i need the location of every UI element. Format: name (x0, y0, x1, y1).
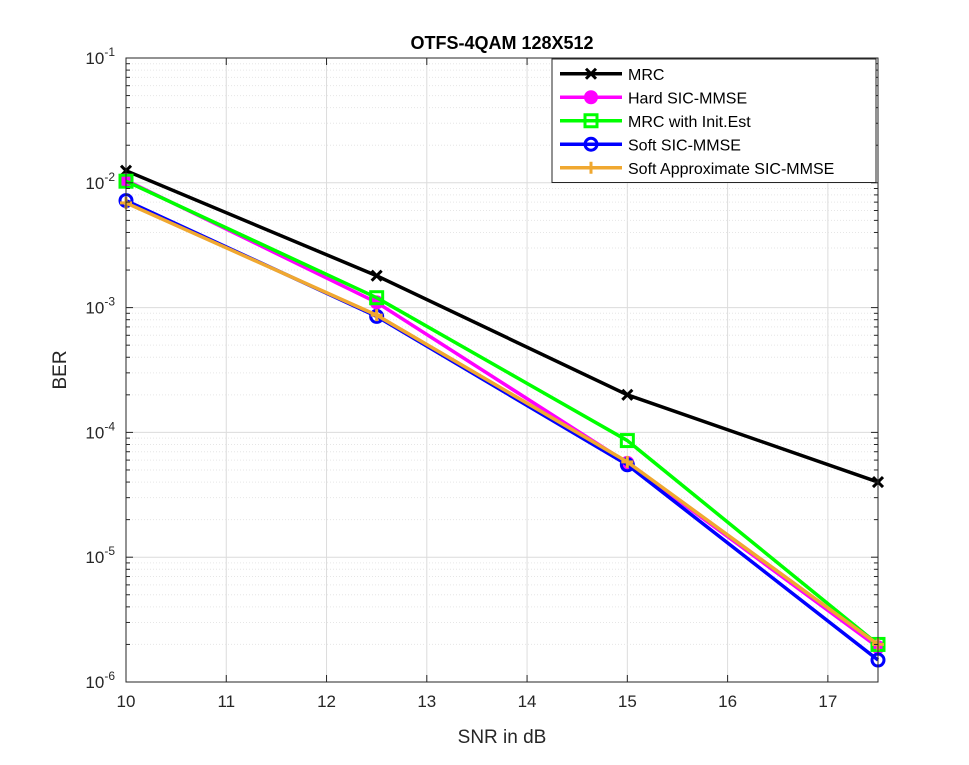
y-tick-base: 10 (85, 423, 104, 442)
series-layer (118, 164, 886, 668)
y-tick-label: 10-6 (85, 669, 115, 692)
legend-swatch-marker (583, 113, 599, 129)
data-point (370, 269, 383, 282)
chart-title: OTFS-4QAM 128X512 (410, 33, 593, 53)
legend-swatch-marker (583, 136, 599, 152)
y-tick-label: 10-5 (85, 544, 115, 567)
y-tick-base: 10 (85, 49, 104, 68)
data-point (621, 455, 634, 468)
series-line (125, 201, 880, 646)
y-tick-exponent: -2 (104, 170, 115, 184)
legend-label: MRC with Init.Est (628, 114, 751, 131)
x-tick-label: 17 (818, 692, 837, 711)
y-tick-base: 10 (85, 299, 104, 318)
series-line (125, 169, 879, 484)
legend-label: MRC (628, 67, 664, 84)
y-tick-label: 10-4 (85, 419, 115, 442)
legend-swatch-marker (585, 161, 597, 174)
data-point (370, 309, 383, 322)
marker-stroke (370, 269, 383, 282)
y-tick-exponent: -6 (104, 669, 115, 683)
y-tick-exponent: -4 (104, 419, 115, 433)
legend-label: Hard SIC-MMSE (628, 90, 747, 107)
x-axis-label: SNR in dB (458, 727, 547, 748)
legend-item: MRC with Init.Est (560, 113, 751, 131)
y-tick-base: 10 (85, 548, 104, 567)
y-tick-exponent: -3 (104, 295, 115, 309)
y-tick-base: 10 (85, 174, 104, 193)
x-tick-label: 10 (117, 692, 136, 711)
y-tick-exponent: -1 (104, 45, 115, 59)
y-tick-exponent: -5 (104, 544, 115, 558)
marker-stroke (621, 388, 634, 401)
legend-label: Soft Approximate SIC-MMSE (628, 161, 834, 178)
y-tick-label: 10-3 (85, 295, 115, 318)
legend-item: Hard SIC-MMSE (560, 90, 747, 107)
y-axis-label: BER (50, 350, 71, 389)
data-point (369, 290, 385, 306)
x-tick-label: 15 (618, 692, 637, 711)
data-point (621, 388, 634, 401)
y-tick-base: 10 (85, 673, 104, 692)
legend-swatch-marker (584, 90, 598, 105)
legend-label: Soft SIC-MMSE (628, 137, 741, 154)
x-tick-label: 11 (217, 692, 235, 711)
legend-item: MRC (560, 67, 664, 84)
x-tick-label: 16 (718, 692, 737, 711)
x-tick-label: 13 (417, 692, 436, 711)
legend: MRC Hard SIC-MMSE MRC with Init.Est Soft SI… (551, 58, 877, 183)
legend-item: Soft Approximate SIC-MMSE (560, 161, 834, 178)
plot-frame (125, 57, 879, 683)
y-tick-label: 10-2 (85, 170, 115, 193)
data-point (619, 433, 635, 449)
x-tick-label: 14 (518, 692, 537, 711)
x-tick-label: 12 (317, 692, 336, 711)
series-line (125, 179, 880, 646)
marker-stroke (584, 67, 598, 80)
y-tick-label: 10-1 (85, 45, 115, 68)
legend-swatch-marker (584, 67, 598, 80)
legend-item: Soft SIC-MMSE (560, 136, 741, 154)
